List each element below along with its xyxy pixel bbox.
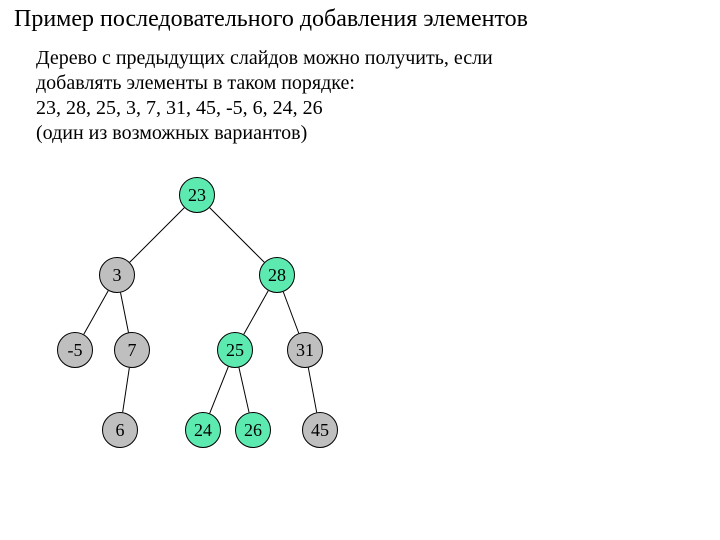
tree-node-label: 31	[288, 341, 322, 359]
tree-node-label: 6	[103, 421, 137, 439]
tree-node: 3	[99, 257, 135, 293]
tree-edge	[244, 291, 268, 335]
tree-node-label: 28	[260, 266, 294, 284]
tree-edge	[283, 292, 298, 333]
tree-node-label: 45	[303, 421, 337, 439]
tree-node: 7	[114, 332, 150, 368]
tree-edge	[239, 368, 249, 413]
tree-node: 25	[217, 332, 253, 368]
slide: Пример последовательного добавления элем…	[0, 0, 720, 540]
tree-node: 23	[179, 177, 215, 213]
tree-node: 24	[185, 412, 221, 448]
tree-node-label: 7	[115, 341, 149, 359]
tree-node-label: -5	[58, 341, 92, 359]
tree-edge	[84, 291, 108, 335]
tree-node-label: 23	[180, 186, 214, 204]
tree-edge	[308, 368, 316, 413]
tree-edge	[121, 293, 129, 333]
tree-node-label: 3	[100, 266, 134, 284]
tree-node-label: 24	[186, 421, 220, 439]
tree-edge	[130, 208, 185, 263]
tree-node-label: 26	[236, 421, 270, 439]
tree-node: 45	[302, 412, 338, 448]
tree-node: -5	[57, 332, 93, 368]
tree-edge	[123, 368, 130, 412]
tree-node: 28	[259, 257, 295, 293]
tree-edge	[210, 208, 265, 263]
tree-edge	[210, 367, 229, 414]
tree-diagram: 23 3 28 -5 7 25 31 6 24 26 45	[0, 0, 720, 540]
tree-node: 31	[287, 332, 323, 368]
tree-node: 6	[102, 412, 138, 448]
tree-node-label: 25	[218, 341, 252, 359]
tree-node: 26	[235, 412, 271, 448]
